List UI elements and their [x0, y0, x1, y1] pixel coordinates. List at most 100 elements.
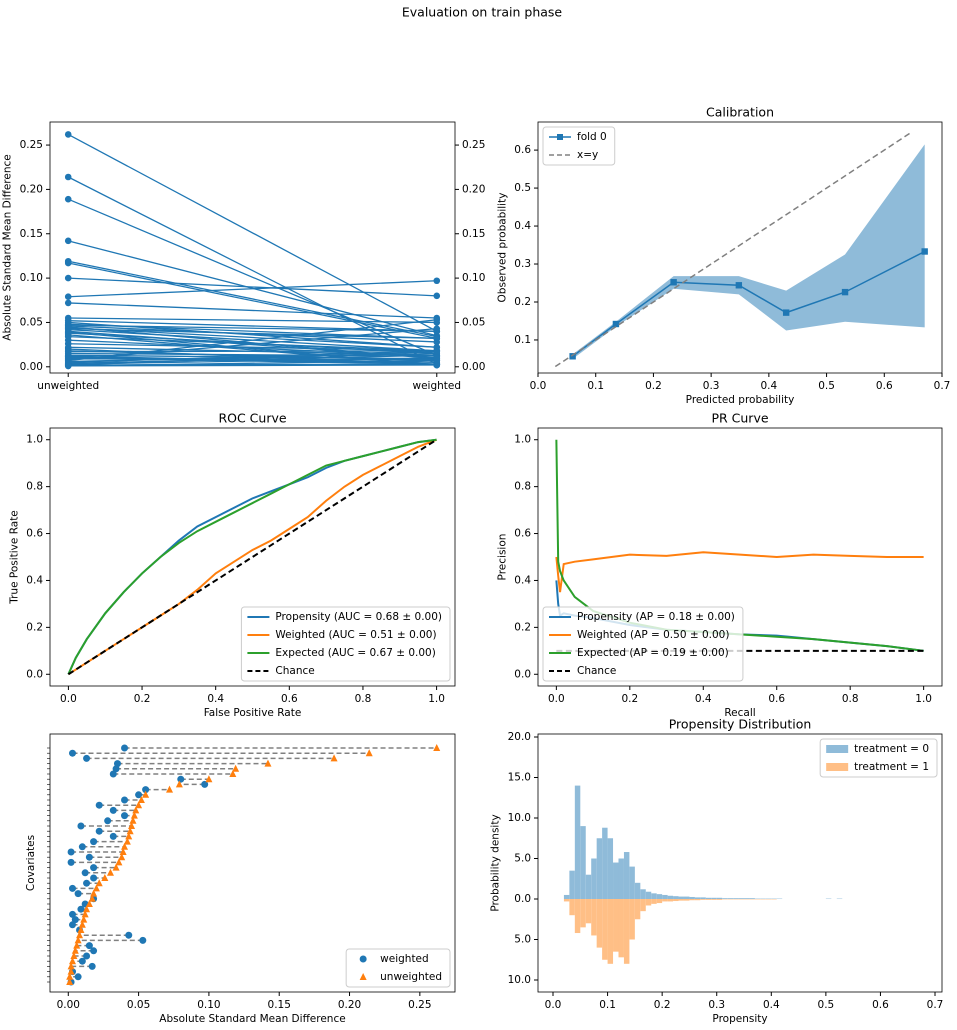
marker	[64, 299, 72, 307]
marker	[175, 780, 183, 788]
slope-line	[68, 351, 437, 366]
histogram-bar	[662, 899, 668, 902]
y-axis-label: Probability density	[490, 814, 502, 911]
marker	[69, 921, 76, 929]
legend-label: Chance	[275, 665, 314, 677]
legend-swatch	[826, 763, 849, 771]
y-tick-label: 0.4	[26, 574, 43, 586]
chart-title: ROC Curve	[218, 411, 286, 426]
histogram-bar	[596, 899, 603, 948]
x-tick-label: 0.7	[927, 999, 944, 1011]
marker	[90, 874, 98, 882]
legend-label: Weighted (AP = 0.50 ± 0.00)	[577, 629, 729, 641]
histogram-bar	[678, 899, 684, 901]
histogram-bar	[596, 838, 603, 900]
x-axis-label: False Positive Rate	[204, 707, 302, 719]
x-tick-label: 0.6	[872, 999, 889, 1011]
marker	[166, 785, 174, 793]
histogram-bar	[629, 899, 635, 940]
confidence-band	[572, 144, 925, 359]
marker	[95, 879, 103, 887]
marker	[66, 978, 74, 985]
histogram-bar	[569, 870, 575, 900]
marker	[73, 941, 81, 949]
y-tick-label: 0.2	[514, 296, 531, 308]
x-axis-label: Absolute Standard Mean Difference	[159, 1013, 345, 1025]
x-tick-label: 0.20	[338, 999, 361, 1011]
x-tick-label: 1.0	[915, 693, 932, 705]
x-tick-label: 0.5	[818, 380, 835, 392]
histogram-bar	[683, 899, 690, 901]
histogram-bar	[694, 899, 701, 901]
marker	[229, 770, 237, 777]
x-axis-label: Recall	[724, 707, 755, 719]
histogram-bar	[667, 895, 674, 900]
histogram-bar	[629, 866, 635, 900]
y-tick-label: 10.0	[508, 974, 531, 986]
histogram-bar	[591, 858, 597, 900]
slope-line	[68, 277, 437, 297]
slope-line	[67, 176, 438, 365]
x-axis-label: Predicted probability	[686, 394, 795, 406]
histogram-bar	[700, 899, 706, 900]
histogram-bar	[580, 826, 586, 900]
marker	[74, 936, 82, 944]
x-tick-label: 0.5	[818, 999, 835, 1011]
histogram-bar	[602, 827, 608, 900]
x-tick-label: 0.05	[127, 999, 150, 1011]
histogram-bar	[618, 858, 624, 900]
histogram-bar	[673, 896, 679, 900]
marker	[80, 915, 88, 923]
slope-line	[68, 280, 437, 298]
legend: weighted unweighted	[345, 948, 451, 988]
y-tick-label: 0.00	[20, 361, 43, 373]
histogram-bar	[749, 898, 755, 900]
histogram-bar	[618, 899, 624, 958]
y-tick-label: 0.0	[514, 668, 531, 680]
histogram-bar	[689, 899, 695, 901]
legend-label: Chance	[577, 665, 616, 677]
axes-frame	[49, 121, 456, 374]
marker	[64, 293, 72, 301]
marker	[88, 962, 96, 970]
chart-title: PR Curve	[711, 411, 768, 426]
y-tick-label: 0.5	[514, 182, 531, 194]
x-tick-label: 0.8	[355, 693, 372, 705]
marker	[69, 957, 76, 965]
legend-box	[240, 606, 451, 682]
y2-tick-label: 0.20	[462, 183, 485, 195]
marker	[109, 770, 117, 778]
marker	[85, 942, 93, 950]
marker	[130, 811, 138, 819]
marker	[121, 744, 129, 752]
marker	[139, 936, 147, 944]
slope-line	[68, 262, 437, 340]
marker	[101, 874, 109, 881]
marker	[841, 288, 849, 296]
histogram-bar	[667, 899, 674, 902]
marker	[125, 931, 133, 939]
y-tick-label: 0.25	[20, 139, 43, 151]
slope-line	[68, 364, 437, 367]
legend-box	[345, 948, 451, 988]
series-line	[67, 438, 437, 675]
marker	[81, 869, 89, 877]
marker	[359, 973, 367, 980]
marker	[74, 890, 82, 898]
histogram-bar	[651, 899, 657, 904]
axes-frame	[49, 733, 456, 993]
slope-line	[68, 354, 437, 364]
histogram-bar	[602, 899, 608, 960]
histogram-bar	[689, 896, 695, 900]
legend-label: fold 0	[577, 131, 607, 143]
x-tick-label: 0.6	[768, 693, 785, 705]
marker	[83, 754, 91, 762]
marker	[77, 905, 85, 913]
marker	[612, 320, 620, 328]
histogram-bar	[574, 899, 581, 934]
slope-line	[68, 327, 437, 348]
marker	[330, 754, 338, 762]
histogram-bar	[623, 899, 630, 964]
